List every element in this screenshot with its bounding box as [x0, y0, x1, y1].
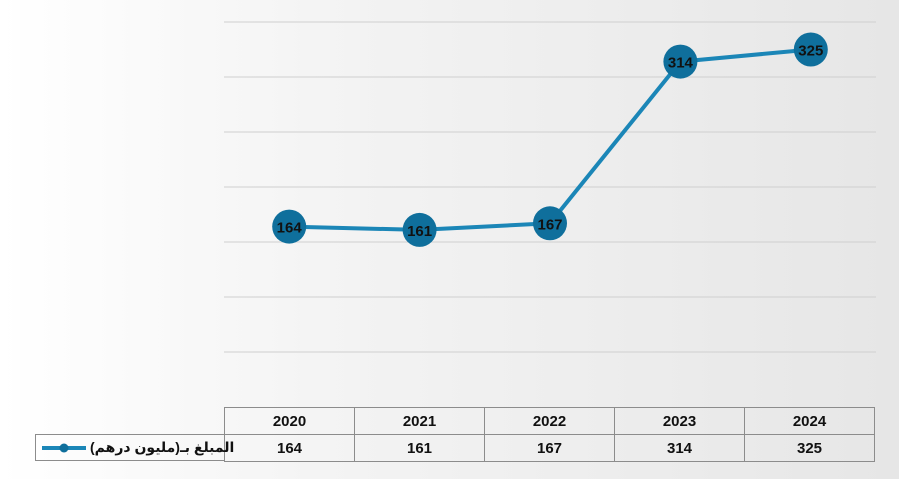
- data-label: 167: [537, 216, 562, 233]
- data-point-marker: [793, 32, 828, 67]
- data-label: 314: [668, 55, 694, 72]
- data-label: 161: [407, 223, 432, 240]
- year-cell-2021: 2021: [354, 407, 485, 435]
- data-label: 164: [277, 220, 303, 237]
- table-row-values: 164 161 167 314 325: [224, 434, 875, 462]
- value-cell-2024: 325: [744, 434, 875, 462]
- data-point-marker: [663, 44, 698, 79]
- chart-data-table: 2020 2021 2022 2023 2024 164 161 167 314…: [224, 407, 875, 462]
- legend-line-marker-icon: [42, 443, 86, 452]
- data-label: 325: [798, 43, 823, 60]
- value-cell-2021: 161: [354, 434, 485, 462]
- data-point-marker: [533, 206, 567, 241]
- year-cell-2020: 2020: [224, 407, 355, 435]
- data-point-marker: [272, 209, 307, 244]
- value-cell-2023: 314: [614, 434, 745, 462]
- year-cell-2023: 2023: [614, 407, 745, 435]
- value-cell-2022: 167: [484, 434, 615, 462]
- table-row-years: 2020 2021 2022 2023 2024: [224, 407, 875, 435]
- value-cell-2020: 164: [224, 434, 355, 462]
- legend-series-label: المبلغ بـ(مليون درهم): [90, 439, 235, 455]
- year-cell-2024: 2024: [744, 407, 875, 435]
- data-point-marker: [402, 212, 437, 247]
- legend: المبلغ بـ(مليون درهم): [35, 434, 234, 461]
- year-cell-2022: 2022: [484, 407, 615, 435]
